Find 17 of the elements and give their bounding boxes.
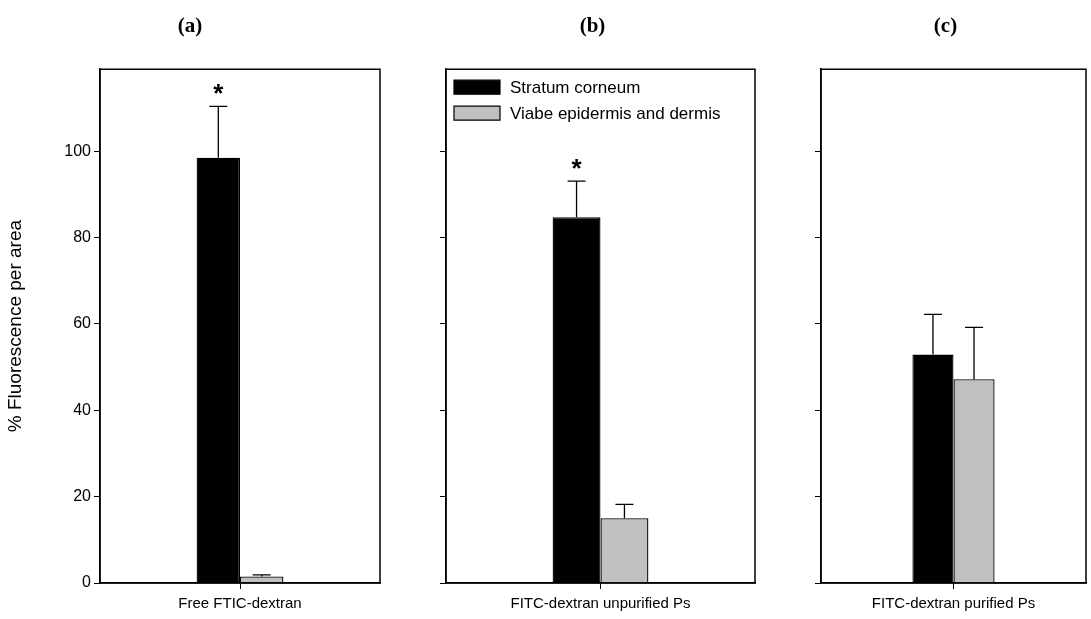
x-tick-label: FITC-dextran unpurified Ps: [510, 594, 691, 612]
y-tick-label: 60: [73, 314, 92, 332]
chart-title: (a): [177, 13, 203, 38]
legend-label: Stratum corneum: [510, 77, 641, 97]
x-tick-label: FITC-dextran purified Ps: [871, 594, 1036, 612]
y-tick-label: 80: [73, 227, 92, 245]
y-axis-title: % Fluorescence per area: [3, 219, 25, 433]
y-tick-label: 20: [73, 487, 92, 505]
x-tick-label: Free FTIC-dextran: [178, 594, 302, 612]
y-tick-label: 100: [64, 141, 92, 159]
annotation: *: [213, 78, 225, 109]
y-tick-label: 40: [73, 400, 92, 418]
chart-title: (c): [933, 13, 958, 38]
y-tick-label: 0: [82, 573, 92, 591]
annotation: *: [571, 153, 583, 184]
chart-title: (b): [579, 13, 606, 38]
legend-label: Viabe epidermis and dermis: [510, 103, 721, 123]
